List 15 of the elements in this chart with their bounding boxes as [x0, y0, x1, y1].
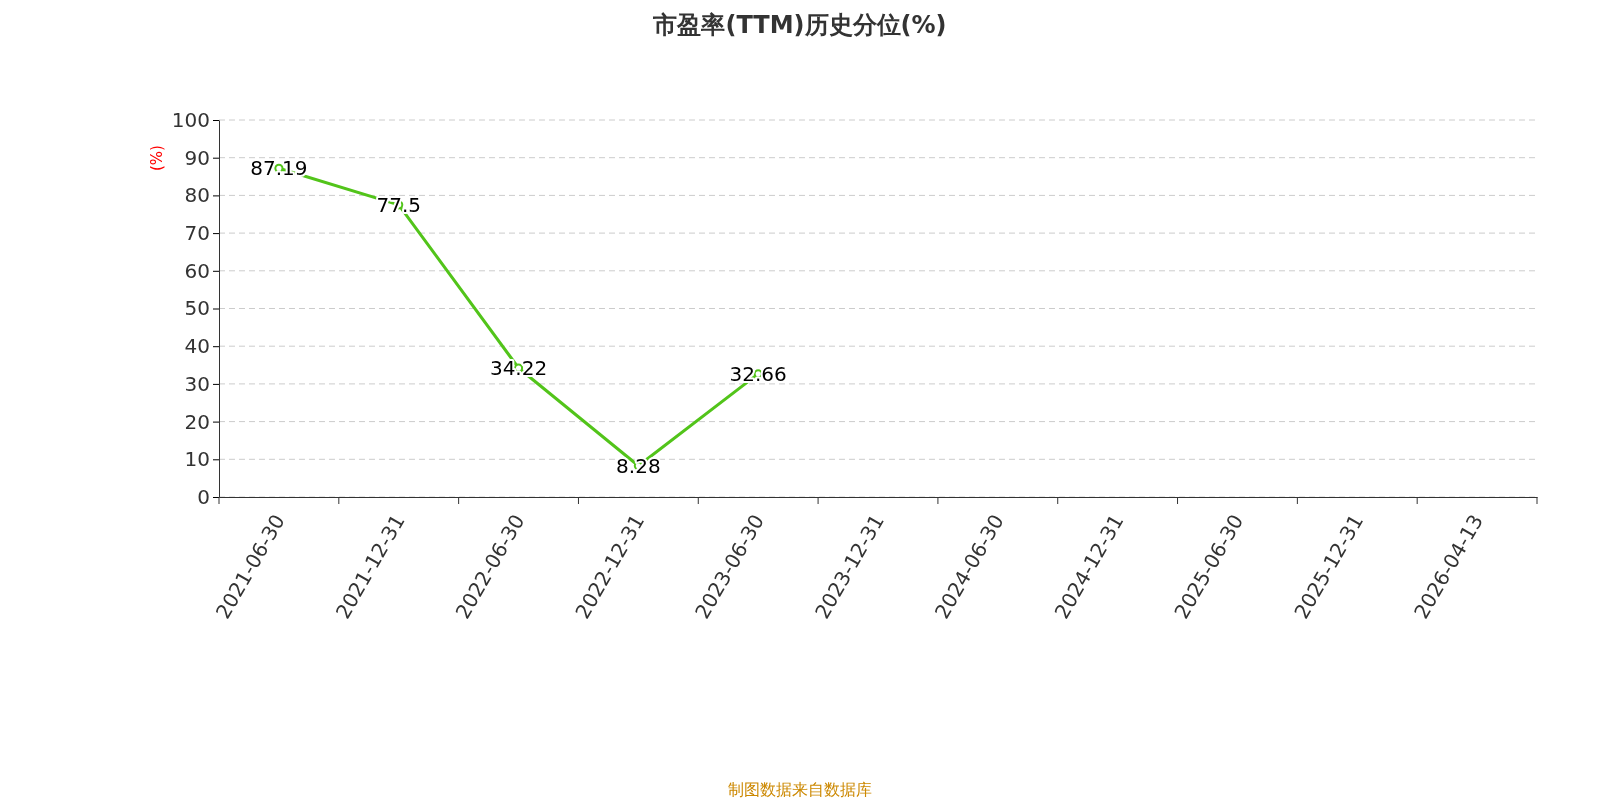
text: 制图数据来自数据库 — [728, 780, 872, 799]
y-tick-label: 50 — [184, 296, 210, 321]
data-label: 8.28 — [616, 453, 661, 478]
y-tick-label: 0 — [197, 484, 210, 509]
y-tick-label: 90 — [184, 145, 210, 170]
chart-title: 市盈率(TTM)历史分位(%) — [652, 11, 947, 39]
y-tick-label: 10 — [184, 447, 210, 472]
y-tick-label: 20 — [184, 409, 210, 434]
y-tick-label: 30 — [184, 371, 210, 396]
y-axis-title: (%) — [148, 145, 166, 171]
y-tick-label: 80 — [184, 183, 210, 208]
y-tick-label: 60 — [184, 258, 210, 283]
y-tick-label: 40 — [184, 334, 210, 359]
y-tick-label: 100 — [171, 107, 210, 132]
y-tick-label: 70 — [184, 221, 210, 245]
